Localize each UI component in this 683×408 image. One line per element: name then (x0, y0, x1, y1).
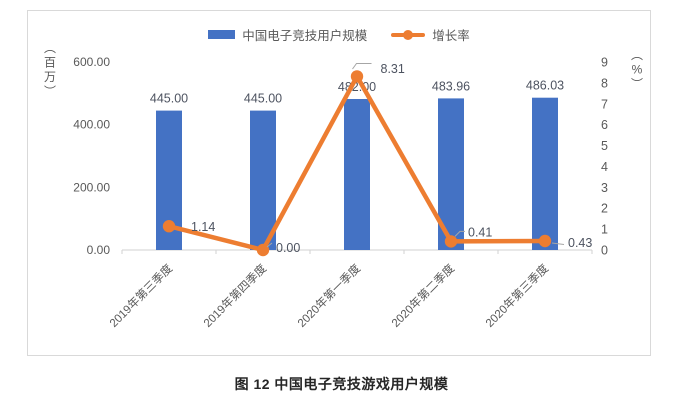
svg-text:0.00: 0.00 (87, 243, 111, 257)
svg-text:2020年第二季度: 2020年第二季度 (388, 261, 457, 330)
svg-text:445.00: 445.00 (150, 92, 188, 106)
bar (344, 99, 370, 250)
legend-label-growth-rate: 增长率 (432, 29, 470, 43)
svg-text:1: 1 (601, 223, 608, 237)
svg-text:0.00: 0.00 (276, 241, 300, 255)
svg-text:万: 万 (44, 70, 56, 84)
svg-text:5: 5 (601, 139, 608, 153)
line-marker (256, 243, 270, 257)
bar (532, 97, 558, 250)
line-series-swatch (391, 29, 426, 40)
svg-text:8: 8 (601, 76, 608, 90)
svg-text:2020年第三季度: 2020年第三季度 (482, 261, 551, 330)
svg-text:%: % (632, 63, 643, 77)
left-axis-labels: 0.00 200.00 400.00 600.00 ︵百万︶ (44, 41, 110, 257)
legend-item-growth-rate: 增长率 (391, 25, 470, 44)
category-labels: 2019年第三季度 2019年第四季度 2020年第一季度 2020年第二季度 2020… (106, 261, 551, 330)
svg-text:︶: ︶ (44, 85, 56, 99)
svg-text:486.03: 486.03 (526, 79, 564, 93)
svg-text:6: 6 (601, 118, 608, 132)
bar-series (156, 97, 558, 251)
svg-text:483.96: 483.96 (432, 79, 470, 93)
svg-text:445.00: 445.00 (244, 92, 282, 106)
svg-text:3: 3 (601, 181, 608, 195)
bar-series-swatch (208, 30, 236, 39)
svg-text:0.43: 0.43 (568, 236, 592, 250)
svg-text:︵: ︵ (631, 48, 643, 62)
line-marker (444, 235, 458, 248)
line-marker (350, 70, 364, 83)
legend-label-user-scale: 中国电子竞技用户规模 (242, 29, 368, 43)
svg-text:600.00: 600.00 (73, 55, 110, 69)
svg-text:8.31: 8.31 (381, 62, 405, 76)
svg-text:2019年第三季度: 2019年第三季度 (106, 261, 175, 330)
svg-text:2020年第一季度: 2020年第一季度 (294, 261, 363, 330)
legend-item-user-scale: 中国电子竞技用户规模 (208, 25, 367, 44)
line-series (162, 70, 552, 257)
right-axis-labels: 0 1 2 3 4 5 6 7 8 9 ︵%︶ (601, 48, 643, 258)
svg-text:0: 0 (601, 244, 608, 258)
line-label-leaders (266, 63, 565, 248)
svg-text:2019年第四季度: 2019年第四季度 (200, 261, 269, 330)
svg-text:百: 百 (44, 56, 56, 70)
svg-text:4: 4 (601, 160, 608, 174)
line-marker (538, 234, 552, 248)
svg-text:7: 7 (601, 97, 608, 111)
svg-text:2: 2 (601, 202, 608, 216)
line-marker (162, 220, 176, 233)
svg-text:︶: ︶ (631, 77, 643, 91)
svg-text:400.00: 400.00 (73, 118, 110, 132)
x-axis (121, 249, 593, 254)
bar (250, 110, 276, 250)
svg-text:︵: ︵ (44, 41, 56, 55)
svg-text:1.14: 1.14 (191, 220, 215, 234)
figure-caption: 图 12 中国电子竞技游戏用户规模 (234, 376, 449, 392)
line-data-labels: 1.14 0.00 8.31 0.41 0.43 (191, 62, 592, 255)
svg-text:9: 9 (601, 56, 608, 70)
svg-text:200.00: 200.00 (73, 180, 110, 194)
svg-text:0.41: 0.41 (468, 225, 492, 239)
legend: 中国电子竞技用户规模 增长率 (27, 25, 651, 44)
